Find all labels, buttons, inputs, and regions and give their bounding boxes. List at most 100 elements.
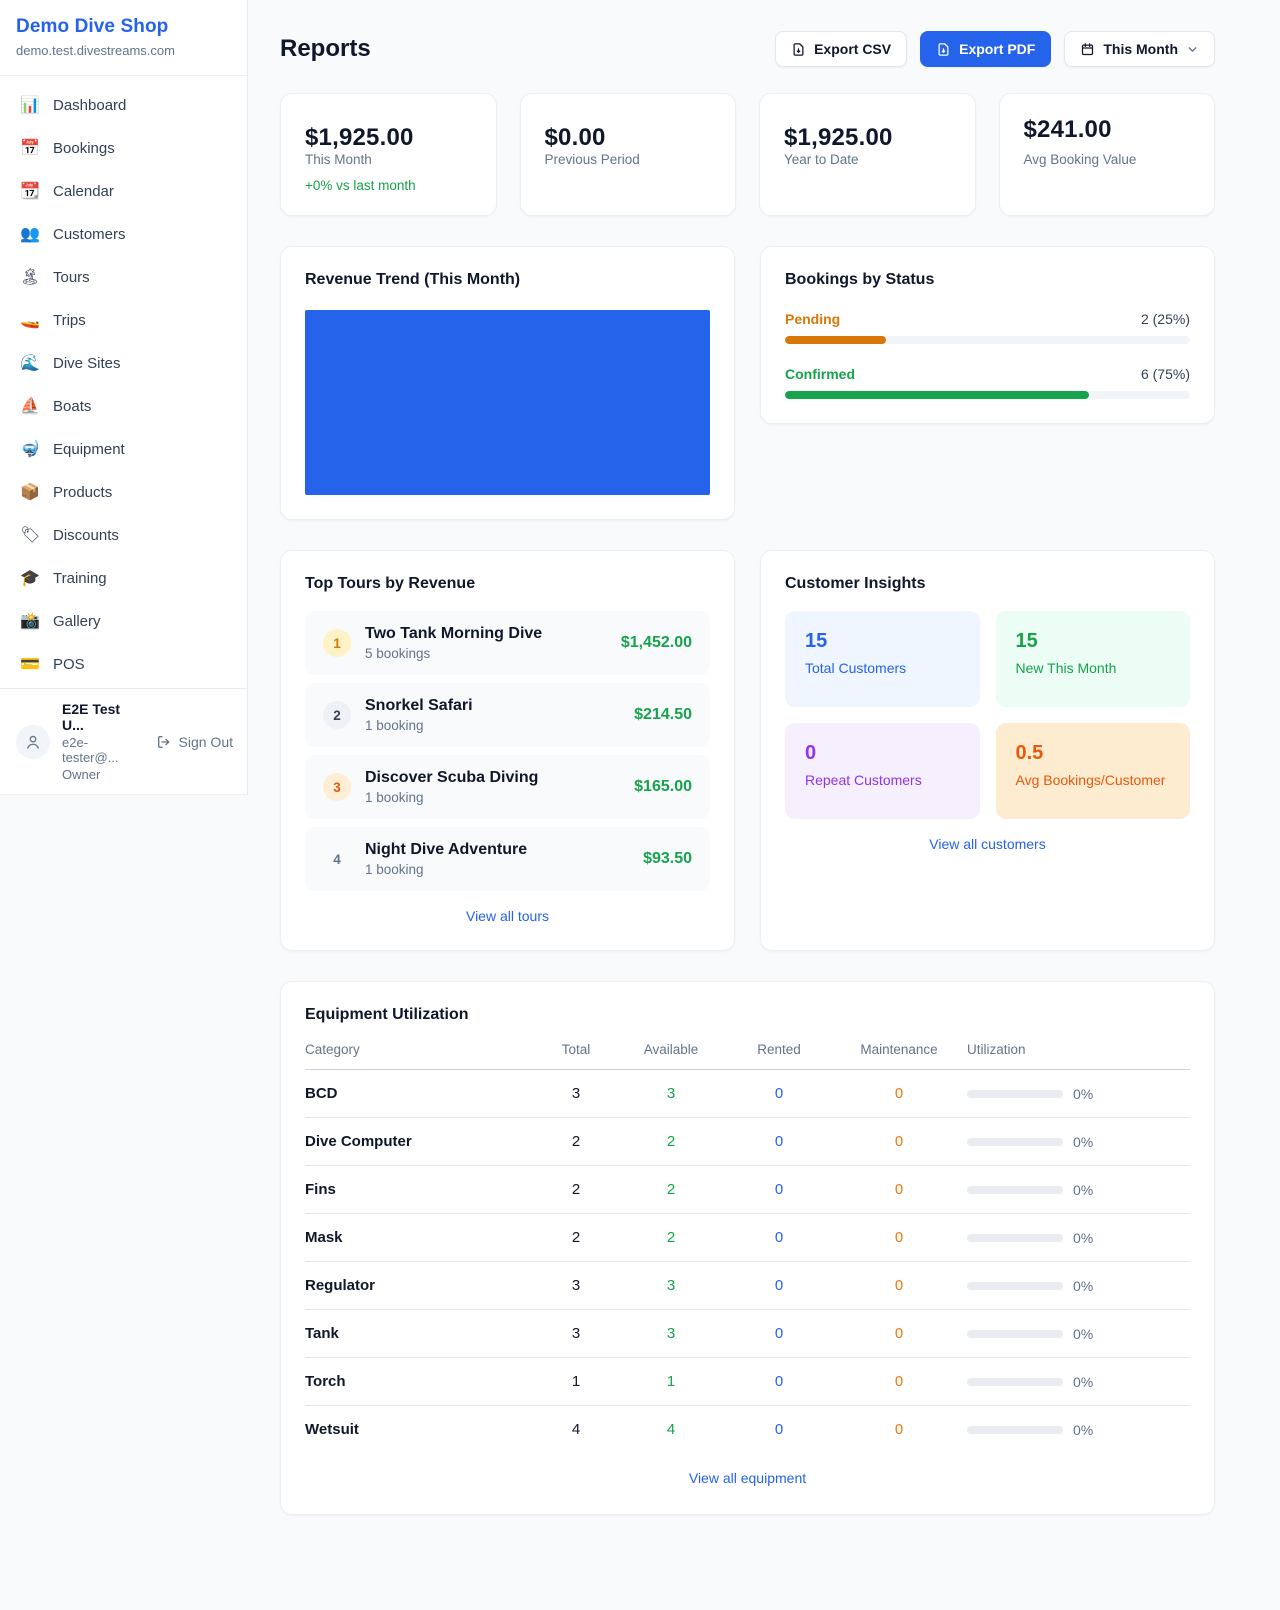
insight-value: 15 <box>1015 630 1038 652</box>
sidebar-item[interactable]: 🎓 Training <box>8 559 239 597</box>
insight-value: 15 <box>805 630 828 652</box>
insight-label: Repeat Customers <box>805 772 922 788</box>
utilization-bar <box>967 1377 1063 1386</box>
table-row: Tank 3 3 0 0 0% <box>305 1309 1190 1358</box>
nav-icon: 📊 <box>20 97 40 114</box>
stat-trend: +0% vs last month <box>305 178 416 193</box>
stat-label: Year to Date <box>784 152 859 167</box>
view-all-customers-link[interactable]: View all customers <box>929 836 1046 852</box>
sign-out-button[interactable]: Sign Out <box>156 734 233 750</box>
cell-available: 3 <box>615 1261 727 1310</box>
bookings-by-status-title: Bookings by Status <box>785 271 935 288</box>
col-rented: Rented <box>727 1042 831 1070</box>
col-total: Total <box>537 1042 615 1070</box>
utilization-percent: 0% <box>1073 1229 1094 1246</box>
sidebar-item[interactable]: 🌊 Dive Sites <box>8 344 239 382</box>
utilization-percent: 0% <box>1073 1421 1094 1438</box>
insight-tiles: 15 Total Customers 15 New This Month 0 R… <box>785 611 1190 819</box>
col-utilization: Utilization <box>967 1042 1190 1070</box>
chevron-down-icon <box>1188 46 1197 52</box>
sidebar-item-label: Boats <box>53 397 92 415</box>
sidebar-item[interactable]: 💳 POS <box>8 645 239 683</box>
sidebar-item-label: Bookings <box>53 139 115 157</box>
view-all-tours-link[interactable]: View all tours <box>465 908 549 924</box>
cell-available: 3 <box>615 1309 727 1358</box>
nav-icon: 💳 <box>20 656 40 673</box>
insight-label: Total Customers <box>805 660 907 676</box>
cell-total: 1 <box>537 1357 615 1406</box>
status-progress-fill <box>785 336 887 344</box>
tour-list-item[interactable]: 4 Night Dive Adventure 1 booking $93.50 <box>305 827 710 891</box>
utilization-bar <box>967 1089 1063 1098</box>
sidebar-item[interactable]: 🚤 Trips <box>8 301 239 339</box>
utilization-percent: 0% <box>1073 1277 1094 1294</box>
utilization-bar <box>967 1233 1063 1242</box>
sidebar-item-label: Dive Sites <box>53 354 121 372</box>
sidebar-item[interactable]: 🤿 Equipment <box>8 430 239 468</box>
sidebar-item[interactable]: 📆 Calendar <box>8 172 239 210</box>
equipment-table: Category Total Available Rented Maintena… <box>305 1042 1190 1453</box>
utilization-bar <box>967 1137 1063 1146</box>
utilization-percent: 0% <box>1073 1133 1094 1150</box>
top-tours-card: Top Tours by Revenue 1 Two Tank Morning … <box>280 550 735 951</box>
tour-revenue: $165.00 <box>634 778 692 795</box>
revenue-trend-title: Revenue Trend (This Month) <box>305 271 521 288</box>
stat-card: $1,925.00 This Month +0% vs last month <box>280 93 497 216</box>
stat-label: This Month <box>305 152 372 167</box>
cell-maintenance: 0 <box>894 1421 904 1438</box>
rank-badge: 2 <box>323 701 351 729</box>
sidebar-header: Demo Dive Shop demo.test.divestreams.com <box>0 0 247 76</box>
tour-revenue: $93.50 <box>643 850 692 867</box>
user-avatar <box>16 724 50 759</box>
cell-category: BCD <box>305 1069 537 1118</box>
cell-category: Regulator <box>305 1261 537 1310</box>
sidebar-item-label: Products <box>53 483 113 501</box>
export-pdf-button[interactable]: Export PDF <box>920 31 1052 67</box>
sidebar-item[interactable]: 🏝 Tours <box>8 258 239 296</box>
sign-out-icon <box>157 735 169 748</box>
sidebar-item-label: Discounts <box>53 526 119 544</box>
nav-icon: 🏷 <box>20 527 41 544</box>
cell-rented: 0 <box>727 1117 831 1166</box>
status-label: Pending <box>785 311 841 327</box>
cell-category: Dive Computer <box>305 1117 537 1166</box>
cell-available: 3 <box>615 1069 727 1118</box>
sidebar-item[interactable]: 👥 Customers <box>8 215 239 253</box>
nav-icon: 📸 <box>20 613 40 630</box>
sidebar-item[interactable]: 📸 Gallery <box>8 602 239 640</box>
tour-list-item[interactable]: 3 Discover Scuba Diving 1 booking $165.0… <box>305 755 710 819</box>
insight-tile: 15 New This Month <box>995 611 1190 707</box>
view-all-equipment-link[interactable]: View all equipment <box>688 1470 807 1486</box>
sidebar-item[interactable]: 📦 Products <box>8 473 239 511</box>
page-header: Reports Export CSV Export PDF This Month <box>280 31 1215 67</box>
sidebar-item[interactable]: 📅 Bookings <box>8 129 239 167</box>
export-csv-button[interactable]: Export CSV <box>775 31 908 67</box>
nav-icon: ⛵ <box>20 398 40 415</box>
cell-category: Tank <box>305 1309 537 1358</box>
table-row: Dive Computer 2 2 0 0 0% <box>305 1117 1190 1166</box>
sign-out-label: Sign Out <box>178 733 233 750</box>
status-value: 6 (75%) <box>1140 366 1190 382</box>
period-label: This Month <box>1103 41 1178 57</box>
sidebar-item[interactable]: ⛵ Boats <box>8 387 239 425</box>
tour-list-item[interactable]: 2 Snorkel Safari 1 booking $214.50 <box>305 683 710 747</box>
sidebar-user-footer: E2E Test U... e2e-tester@... Owner Sign … <box>0 688 247 796</box>
stat-label: Avg Booking Value <box>1023 152 1137 167</box>
cell-maintenance: 0 <box>831 1357 967 1406</box>
period-dropdown[interactable]: This Month <box>1064 31 1215 67</box>
sidebar-item[interactable]: 🏷 Discounts <box>8 516 239 554</box>
table-row: Mask 2 2 0 0 0% <box>305 1213 1190 1262</box>
tour-list-item[interactable]: 1 Two Tank Morning Dive 5 bookings $1,45… <box>305 611 710 675</box>
tour-revenue: $1,452.00 <box>620 634 692 651</box>
nav-icon: 🎓 <box>20 570 40 587</box>
sidebar-item[interactable]: 📊 Dashboard <box>8 86 239 124</box>
rank-badge: 1 <box>323 629 351 657</box>
utilization-bar <box>967 1185 1063 1194</box>
status-value: 2 (25%) <box>1140 311 1190 327</box>
col-available: Available <box>615 1042 727 1070</box>
cell-total: 3 <box>537 1261 615 1310</box>
insights-row: Top Tours by Revenue 1 Two Tank Morning … <box>280 550 1215 951</box>
insight-value: 0 <box>805 742 817 764</box>
table-row: Fins 2 2 0 0 0% <box>305 1165 1190 1214</box>
cell-rented: 0 <box>727 1309 831 1358</box>
